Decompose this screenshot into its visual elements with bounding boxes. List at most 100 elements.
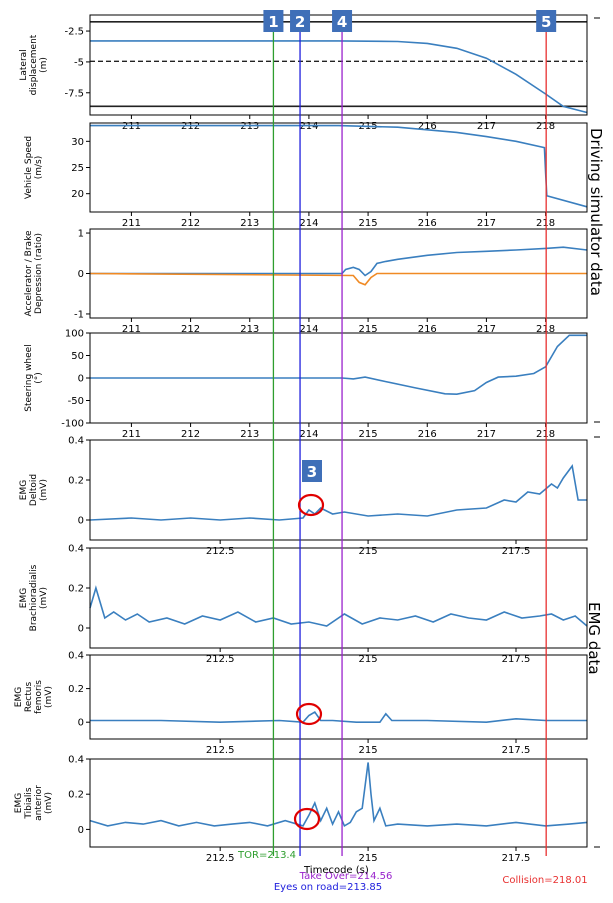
panel-4: 0 0.2 0.4 212.5 215 217.5 EMGDeltoid(mV): [19, 436, 588, 557]
y-tick-label: 0: [78, 269, 84, 280]
x-tick-label: 217.5: [502, 853, 531, 864]
y-tick-label: 0: [78, 374, 84, 385]
x-tick-label: 217.5: [502, 654, 531, 665]
y-tick-label: 0: [78, 718, 84, 729]
x-tick-label: 217.5: [502, 546, 531, 557]
series-line-1: [89, 272, 587, 286]
event-marker-box: [263, 10, 284, 32]
event-marker-box: [290, 10, 311, 32]
event-annotation: Take Over=214.56: [299, 871, 393, 882]
emg-bracket: [594, 436, 600, 848]
y-tick-label: -2.5: [64, 27, 84, 38]
x-tick-label: 215: [359, 324, 378, 335]
y-axis-label: EMGTibialisanterior(mV): [14, 785, 54, 821]
panels: -2.5-5-7.5211212213214215216217218Latera…: [14, 14, 588, 864]
x-tick-label: 211: [122, 324, 141, 335]
y-tick-label: -100: [61, 419, 84, 430]
y-tick-label: 0.4: [68, 651, 84, 662]
highlight-circle: [297, 493, 325, 517]
y-tick-label: 30: [71, 137, 84, 148]
y-axis-label: EMGDeltoid(mV): [19, 474, 49, 506]
y-tick-label: 100: [65, 329, 84, 340]
emg-marker-number: 3: [307, 463, 317, 481]
x-tick-label: 212.5: [206, 654, 235, 665]
plot-frame: [89, 547, 588, 649]
plot-frame: [89, 122, 588, 213]
event-annotation: TOR=213.4: [237, 850, 296, 861]
y-tick-label: 0: [78, 825, 84, 836]
event-marker-box: [332, 10, 353, 32]
x-tick-label: 214: [299, 429, 318, 440]
y-tick-label: -50: [68, 396, 84, 407]
x-tick-label: 214: [299, 324, 318, 335]
panel-0: -2.5-5-7.5211212213214215216217218Latera…: [19, 14, 588, 132]
x-tick-label: 217: [477, 121, 496, 132]
plot-frame: [89, 439, 588, 541]
y-tick-label: 0: [78, 624, 84, 635]
x-tick-label: 211: [122, 121, 141, 132]
y-tick-label: 20: [71, 189, 84, 200]
event-marker-number: 4: [337, 13, 347, 31]
series-line-0: [90, 334, 587, 396]
highlight-circle: [295, 702, 323, 726]
x-tick-label: 215: [359, 429, 378, 440]
y-tick-label: 0.2: [68, 476, 84, 487]
y-axis-label: Vehicle Speed(m/s): [24, 136, 44, 199]
y-axis-label: EMGRectusfemoris(mV): [14, 680, 54, 714]
series-line-0: [90, 246, 588, 277]
y-tick-label: -7.5: [64, 88, 84, 99]
series-line-0: [90, 711, 587, 724]
x-tick-label: 216: [418, 121, 437, 132]
panel-7: 0 0.2 0.4 212.5 215 217.5 EMGTibialisanterior(…: [14, 755, 588, 864]
x-tick-label: 212: [181, 218, 200, 229]
x-tick-label: 217: [477, 429, 496, 440]
x-tick-label: 213: [240, 121, 259, 132]
y-tick-label: 0.4: [68, 755, 84, 766]
x-tick-label: 214: [299, 121, 318, 132]
section-brackets: Driving simulator data EMG data: [585, 17, 605, 848]
y-axis-label: Steering wheel(°): [24, 344, 44, 411]
series-line-0: [90, 40, 588, 114]
y-tick-label: 0.2: [68, 684, 84, 695]
event-marker-box: [536, 10, 557, 32]
x-tick-label: 216: [418, 324, 437, 335]
series-line-0: [90, 124, 588, 208]
event-annotation: Eyes on road=213.85: [274, 882, 382, 893]
x-tick-label: 216: [418, 429, 437, 440]
x-tick-label: 217.5: [502, 745, 531, 756]
x-tick-label: 212: [181, 324, 200, 335]
x-tick-label: 215: [359, 853, 378, 864]
event-marker-number: 5: [541, 13, 551, 31]
y-tick-label: 25: [71, 163, 84, 174]
plot-frame: [89, 758, 588, 848]
emg-section-label: EMG data: [585, 602, 603, 675]
y-tick-label: 0.2: [68, 584, 84, 595]
x-tick-label: 215: [359, 654, 378, 665]
x-tick-label: 212.5: [206, 853, 235, 864]
series-line-0: [89, 585, 588, 627]
x-tick-label: 211: [122, 429, 141, 440]
panel-5: 0 0.2 0.4 212.5 215 217.5 EMGBrachioradialis(m…: [19, 544, 588, 665]
highlight-circle: [293, 807, 321, 831]
y-tick-label: 0.4: [68, 436, 84, 447]
y-axis-label: Lateraldisplacement(m): [19, 34, 49, 95]
driving-bracket: [594, 17, 600, 423]
x-tick-label: 217: [477, 324, 496, 335]
x-tick-label: 213: [240, 429, 259, 440]
x-axis-label: Timecode (s): [303, 865, 369, 876]
driving-section-label: Driving simulator data: [587, 128, 605, 296]
event-lines: 1 TOR=213.4 2 Eyes on road=213.85 4 Take Over…: [237, 10, 588, 893]
event-marker-number: 2: [295, 13, 305, 31]
plot-frame: [89, 654, 588, 740]
x-tick-label: 213: [240, 218, 259, 229]
y-tick-label: -1: [74, 309, 84, 320]
y-tick-label: 0: [78, 516, 84, 527]
series-line-0: [89, 762, 588, 828]
x-tick-label: 214: [299, 218, 318, 229]
event-annotation: Collision=218.01: [502, 875, 587, 886]
emg-marker-box: [302, 460, 322, 482]
panel-6: 0 0.2 0.4 212.5 215 217.5 EMGRectusfemoris(mV): [14, 651, 588, 756]
x-tick-label: 212.5: [206, 546, 235, 557]
x-tick-label: 217: [477, 218, 496, 229]
